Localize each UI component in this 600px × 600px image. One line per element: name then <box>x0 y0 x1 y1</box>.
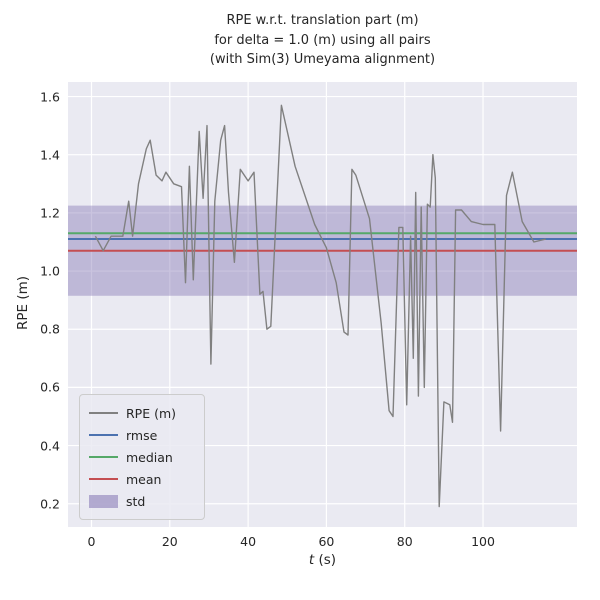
y-tick-label: 1.6 <box>40 89 60 105</box>
legend-label: rmse <box>126 427 158 443</box>
legend-line-swatch <box>89 478 118 480</box>
legend-item-rpe-m-: RPE (m) <box>89 402 194 424</box>
chart-title: RPE w.r.t. translation part (m) for delt… <box>209 13 436 67</box>
x-tick-label: 40 <box>240 534 257 549</box>
x-axis-label-unit: (s) <box>314 552 337 568</box>
legend-label: RPE (m) <box>126 405 177 421</box>
legend-line-swatch <box>89 434 118 436</box>
legend-item-rmse: rmse <box>89 424 194 446</box>
x-tick-label: 0 <box>87 534 96 549</box>
legend-label: median <box>126 449 173 465</box>
legend: RPE (m) rmse median mean std <box>79 394 205 520</box>
y-tick-label: 0.4 <box>40 438 60 454</box>
rpe-trace <box>94 104 546 508</box>
y-tick-label: 0.2 <box>40 496 60 512</box>
legend-item-median: median <box>89 446 194 468</box>
y-tick-label: 1.2 <box>40 205 60 221</box>
x-axis-label-var: t <box>308 552 315 568</box>
x-tick-label: 60 <box>318 534 335 549</box>
x-tick-label: 20 <box>161 534 178 549</box>
legend-item-mean: mean <box>89 468 194 490</box>
y-tick-label: 1.4 <box>40 147 60 163</box>
legend-item-std: std <box>89 490 194 512</box>
legend-band-swatch <box>89 494 118 508</box>
x-tick-label: 100 <box>471 534 495 549</box>
x-tick-label: 80 <box>396 534 413 549</box>
legend-line-swatch <box>89 412 118 414</box>
legend-label: mean <box>126 471 162 487</box>
x-axis-label: t (s) <box>68 552 577 568</box>
y-tick-label: 1.0 <box>40 263 60 279</box>
y-axis-label: RPE (m) <box>15 275 31 331</box>
legend-line-swatch <box>89 456 118 458</box>
legend-label: std <box>126 493 146 509</box>
y-tick-label: 0.6 <box>40 379 60 395</box>
y-tick-label: 0.8 <box>40 321 60 337</box>
